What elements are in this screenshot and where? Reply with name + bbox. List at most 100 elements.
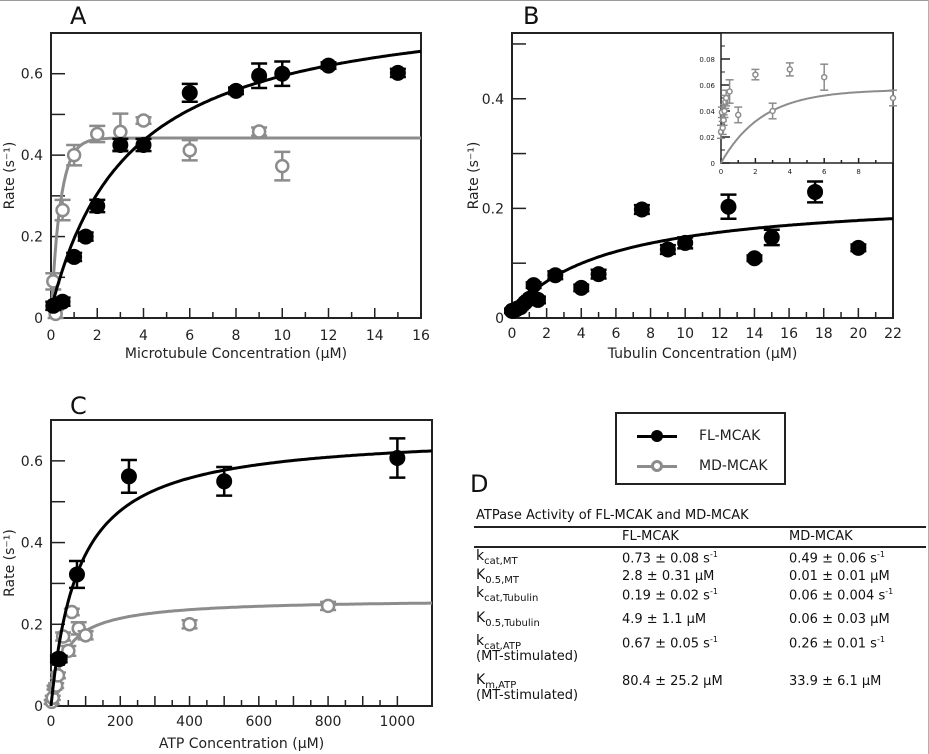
x-tick-label: 16: [412, 328, 430, 344]
param-subscript: cat,Tubulin: [484, 593, 539, 605]
table-header-fl: FL-MCAK: [622, 529, 679, 544]
data-point-md-mcak: [66, 147, 82, 163]
y-tick-label: 0.6: [21, 454, 43, 470]
x-tick-label: 6: [611, 326, 620, 342]
data-point-fl-mcak: [763, 229, 780, 246]
data-point-fl-mcak: [181, 84, 198, 101]
legend-label: FL-MCAK: [699, 428, 761, 444]
chart-b-inset: 0 2 4 6 8 0 0.02 0.04 0.06 0.08: [699, 32, 897, 176]
table-cell-fl-mcak: 0.67 ± 0.05 s-1: [622, 633, 789, 664]
table-header-param: [474, 528, 622, 545]
data-point-md-mcak: [719, 124, 726, 132]
table-row: K0.5,Tubulin 4.9 ± 1.1 μM 0.06 ± 0.03 μM: [474, 610, 926, 629]
data-point-md-mcak: [786, 66, 794, 73]
data-point-fl-mcak: [720, 198, 737, 215]
data-point-fl-mcak: [529, 291, 546, 308]
data-point-md-mcak: [182, 143, 197, 158]
param-subscript: 0.5,MT: [485, 575, 520, 587]
legend-item-md-mcak: MD-MCAK: [617, 456, 768, 476]
y-tick-label: 0.02: [699, 134, 715, 142]
y-axis-label: Rate (s⁻¹): [2, 142, 18, 210]
data-point-fl-mcak: [746, 250, 763, 267]
y-tick-label: 0.2: [21, 230, 43, 246]
value-text: 0.06 ± 0.004 s: [789, 588, 886, 604]
value-text: 0.67 ± 0.05 s: [622, 635, 710, 651]
data-point-fl-mcak: [590, 266, 607, 283]
x-tick-label: 600: [245, 714, 272, 730]
data-point-fl-mcak: [120, 468, 137, 485]
y-tick-label: 0: [495, 311, 504, 327]
fit-curve-md-mcak: [49, 136, 421, 319]
panel-letter-d: D: [470, 470, 488, 498]
data-point-md-mcak: [722, 94, 730, 102]
x-axis-label: Tubulin Concentration (μM): [607, 346, 798, 362]
table-cell-fl-mcak: 80.4 ± 25.2 μM: [622, 672, 789, 703]
param-symbol: K: [476, 567, 486, 584]
data-point-fl-mcak: [54, 293, 71, 310]
table-cell-md-mcak: 0.26 ± 0.01 s-1: [789, 633, 926, 664]
data-point-fl-mcak: [274, 65, 291, 82]
x-tick-label: 16: [780, 326, 798, 342]
x-tick-label: 8: [856, 168, 860, 176]
x-tick-label: 6: [185, 328, 194, 344]
fit-curve-md-mcak: [49, 601, 432, 707]
data-point-fl-mcak: [633, 201, 650, 218]
table-cell-param: kcat,MT: [474, 548, 622, 567]
value-text: 33.9 ± 6.1 μM: [789, 673, 882, 689]
param-note: (MT-stimulated): [476, 687, 579, 703]
legend-label: MD-MCAK: [699, 458, 768, 474]
panel-letter-c: C: [70, 392, 87, 420]
data-point-md-mcak: [752, 71, 759, 78]
y-axis-label: Rate (s⁻¹): [2, 529, 18, 597]
legend-swatch-fl-mcak: [637, 426, 677, 446]
table-cell-md-mcak: 0.06 ± 0.004 s-1: [789, 585, 926, 603]
table-cell-md-mcak: 0.06 ± 0.03 μM: [789, 610, 926, 627]
table-cell-md-mcak: 0.01 ± 0.01 μM: [789, 567, 926, 584]
table-cell-param: K0.5,Tubulin: [474, 610, 622, 629]
plot-frame: [50, 32, 422, 319]
param-subscript: m,ATP: [485, 679, 517, 691]
y-tick-label: 0.04: [699, 108, 715, 116]
x-tick-label: 14: [746, 326, 764, 342]
x-tick-label: 800: [315, 714, 342, 730]
x-tick-label: 400: [176, 714, 203, 730]
data-point-fl-mcak: [525, 277, 542, 294]
table-cell-fl-mcak: 0.73 ± 0.08 s-1: [622, 548, 789, 566]
table-row: kcat,Tubulin 0.19 ± 0.02 s-1 0.06 ± 0.004 …: [474, 585, 926, 605]
x-axis-label: Microtubule Concentration (μM): [125, 346, 347, 362]
data-point-md-mcak: [113, 124, 128, 140]
y-tick-label: 0.4: [21, 536, 43, 552]
param-subscript: 0.5,Tubulin: [485, 617, 540, 629]
data-point-fl-mcak: [850, 239, 867, 256]
data-point-md-mcak: [275, 158, 290, 174]
value-unit-superscript: -1: [876, 550, 885, 559]
data-point-fl-mcak: [320, 57, 337, 74]
panel-letter-a: A: [70, 2, 87, 30]
x-tick-label: 12: [711, 326, 729, 342]
chart-c: 0 200 400 600 800 1000 0 0.2 0.4 0.6 ATP Concentra…: [2, 419, 433, 752]
y-tick-label: 0.4: [482, 92, 504, 108]
param-symbol: k: [476, 585, 485, 602]
param-note: (MT-stimulated): [476, 648, 579, 664]
value-text: 0.01 ± 0.01 μM: [789, 569, 890, 585]
data-point-fl-mcak: [677, 234, 694, 251]
data-point-fl-mcak: [573, 279, 590, 296]
table-cell-md-mcak: 33.9 ± 6.1 μM: [789, 672, 926, 703]
x-tick-label: 4: [139, 328, 148, 344]
data-point-md-mcak: [720, 116, 727, 124]
data-point-fl-mcak: [389, 449, 406, 466]
table-cell-param: K0.5,MT: [474, 567, 622, 587]
fit-curve-md-mcak: [720, 89, 893, 164]
table-row: kcat,ATP (MT-stimulated) 0.67 ± 0.05 s-1 0.…: [474, 633, 926, 664]
x-tick-label: 12: [320, 328, 338, 344]
param-subscript: cat,MT: [484, 556, 518, 567]
data-point-fl-mcak: [659, 241, 676, 258]
x-tick-label: 1000: [380, 714, 416, 730]
data-point-fl-mcak: [251, 67, 268, 84]
table-rule: [474, 546, 926, 548]
x-tick-label: 2: [93, 328, 102, 344]
legend-item-fl-mcak: FL-MCAK: [617, 426, 760, 446]
table-row: kcat,MT 0.73 ± 0.08 s-1 0.49 ± 0.06 s-1: [474, 548, 926, 567]
data-point-fl-mcak: [66, 248, 83, 265]
